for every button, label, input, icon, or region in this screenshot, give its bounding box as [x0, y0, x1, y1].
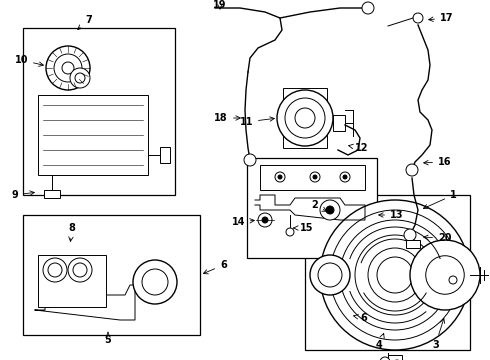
Circle shape	[70, 68, 90, 88]
Bar	[305, 195, 470, 350]
Bar	[38, 95, 148, 175]
Circle shape	[362, 2, 374, 14]
Bar	[23, 28, 175, 195]
Text: 16: 16	[424, 157, 451, 167]
Text: 13: 13	[379, 210, 403, 220]
Text: 5: 5	[105, 332, 111, 345]
Text: 4: 4	[376, 333, 384, 350]
Bar	[260, 165, 365, 190]
Circle shape	[258, 213, 272, 227]
Circle shape	[286, 228, 294, 236]
Circle shape	[43, 258, 67, 282]
Circle shape	[310, 255, 350, 295]
Text: 20: 20	[424, 233, 451, 243]
Bar	[333, 115, 345, 131]
Text: 2: 2	[311, 200, 327, 211]
Circle shape	[413, 13, 423, 23]
Bar	[406, 240, 420, 248]
Circle shape	[326, 206, 334, 214]
Text: 10: 10	[15, 55, 44, 66]
Text: 19: 19	[213, 0, 227, 10]
Circle shape	[404, 229, 416, 241]
Bar	[44, 190, 60, 198]
Bar	[38, 255, 106, 307]
Circle shape	[262, 217, 268, 223]
Text: 14: 14	[231, 217, 254, 227]
Text: 17: 17	[429, 13, 454, 23]
Bar	[247, 158, 377, 258]
Text: 18: 18	[215, 113, 240, 123]
Text: 1: 1	[423, 190, 457, 209]
Bar	[283, 88, 327, 148]
Bar	[160, 147, 170, 163]
Circle shape	[410, 240, 480, 310]
Circle shape	[313, 175, 317, 179]
Text: 7: 7	[78, 15, 92, 30]
Circle shape	[406, 164, 418, 176]
Circle shape	[310, 172, 320, 182]
Text: 3: 3	[432, 319, 444, 350]
Bar	[23, 215, 200, 335]
Circle shape	[340, 172, 350, 182]
Circle shape	[54, 54, 82, 82]
Circle shape	[244, 154, 256, 166]
Circle shape	[275, 172, 285, 182]
Circle shape	[320, 200, 340, 220]
Circle shape	[46, 46, 90, 90]
Circle shape	[285, 98, 325, 138]
Text: 15: 15	[294, 223, 314, 233]
Circle shape	[133, 260, 177, 304]
Text: 11: 11	[240, 117, 274, 127]
Bar	[388, 355, 402, 360]
Circle shape	[68, 258, 92, 282]
Bar	[48, 265, 66, 287]
Circle shape	[380, 357, 390, 360]
Bar	[73, 265, 91, 287]
Circle shape	[278, 175, 282, 179]
Circle shape	[62, 62, 74, 74]
Circle shape	[343, 175, 347, 179]
Text: 8: 8	[69, 223, 75, 241]
Circle shape	[277, 90, 333, 146]
Text: 12: 12	[349, 143, 368, 153]
Circle shape	[320, 200, 470, 350]
Text: 9: 9	[11, 190, 34, 200]
Text: 6: 6	[203, 260, 227, 274]
Text: 6: 6	[354, 313, 367, 323]
